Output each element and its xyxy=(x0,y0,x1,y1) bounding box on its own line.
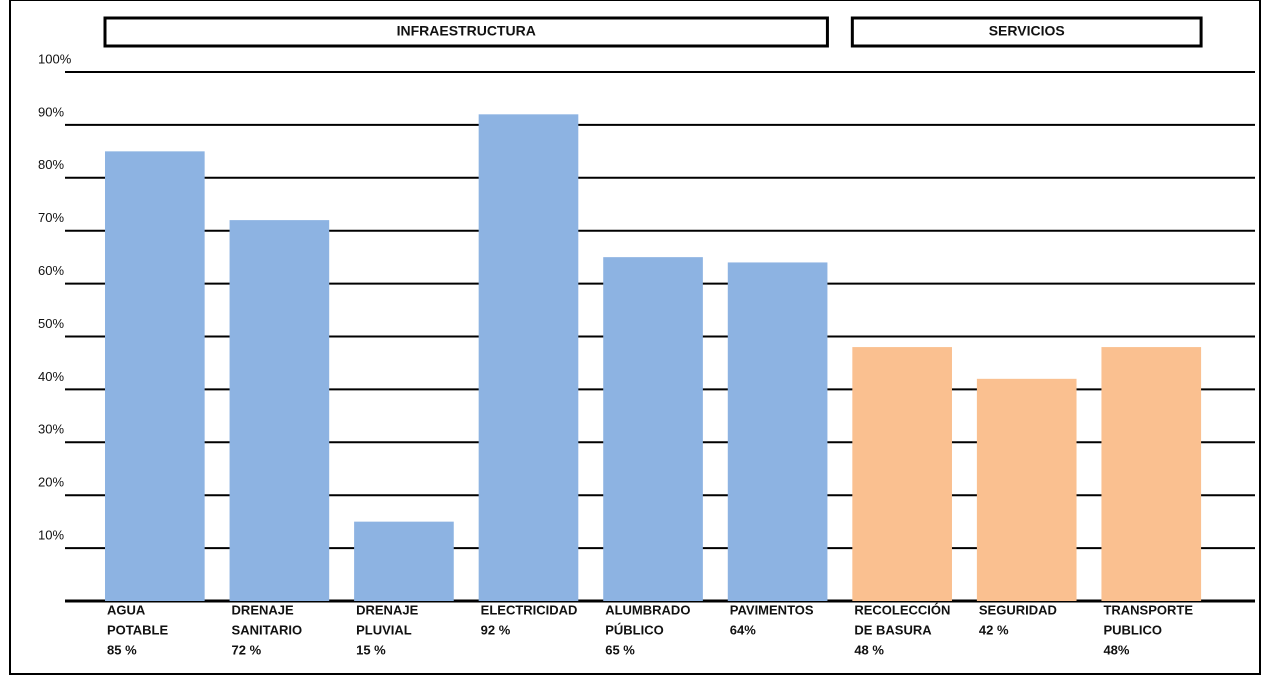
x-tick-label: PUBLICO xyxy=(1103,622,1162,637)
bar xyxy=(354,521,454,601)
y-tick-label: 60% xyxy=(38,263,64,278)
value-label: 48 % xyxy=(854,642,884,657)
x-tick-label: POTABLE xyxy=(107,622,168,637)
bar xyxy=(1101,347,1202,601)
value-label: 42 % xyxy=(979,622,1009,637)
value-label: 48% xyxy=(1103,642,1129,657)
group-box xyxy=(103,16,829,48)
x-tick-label: PLUVIAL xyxy=(356,622,412,637)
x-tick-label: PÚBLICO xyxy=(605,622,664,637)
value-label: 72 % xyxy=(232,642,262,657)
x-tick-label: RECOLECCIÓN xyxy=(854,602,950,617)
x-tick-label: DRENAJE xyxy=(232,602,294,617)
value-label: 92 % xyxy=(481,622,511,637)
bar xyxy=(478,114,579,601)
group-label: SERVICIOS xyxy=(989,23,1065,39)
bar xyxy=(229,220,330,601)
y-tick-label: 80% xyxy=(38,157,64,172)
group-label: INFRAESTRUCTURA xyxy=(397,23,536,39)
x-tick-label: DRENAJE xyxy=(356,602,418,617)
x-tick-label: PAVIMENTOS xyxy=(730,602,814,617)
group-box xyxy=(850,16,1203,48)
y-tick-label: 100% xyxy=(38,51,72,66)
y-tick-label: 90% xyxy=(38,104,64,119)
x-tick-label: TRANSPORTE xyxy=(1103,602,1193,617)
bar xyxy=(603,257,703,601)
value-label: 65 % xyxy=(605,642,635,657)
x-tick-label: SANITARIO xyxy=(232,622,303,637)
y-tick-label: 70% xyxy=(38,210,64,225)
y-tick-label: 40% xyxy=(38,369,64,384)
x-tick-label: AGUA xyxy=(107,602,146,617)
x-tick-label: ALUMBRADO xyxy=(605,602,690,617)
value-label: 15 % xyxy=(356,642,386,657)
value-label: 64% xyxy=(730,622,756,637)
bar xyxy=(976,378,1077,601)
bar xyxy=(727,262,828,601)
x-tick-label: SEGURIDAD xyxy=(979,602,1057,617)
frame xyxy=(9,0,1261,675)
y-tick-label: 20% xyxy=(38,475,64,490)
value-label: 85 % xyxy=(107,642,137,657)
y-tick-label: 10% xyxy=(38,528,64,543)
bar xyxy=(105,151,205,601)
x-tick-label: DE BASURA xyxy=(854,622,932,637)
y-tick-label: 50% xyxy=(38,316,64,331)
bar xyxy=(852,347,952,601)
y-tick-label: 30% xyxy=(38,422,64,437)
x-tick-label: ELECTRICIDAD xyxy=(481,602,578,617)
